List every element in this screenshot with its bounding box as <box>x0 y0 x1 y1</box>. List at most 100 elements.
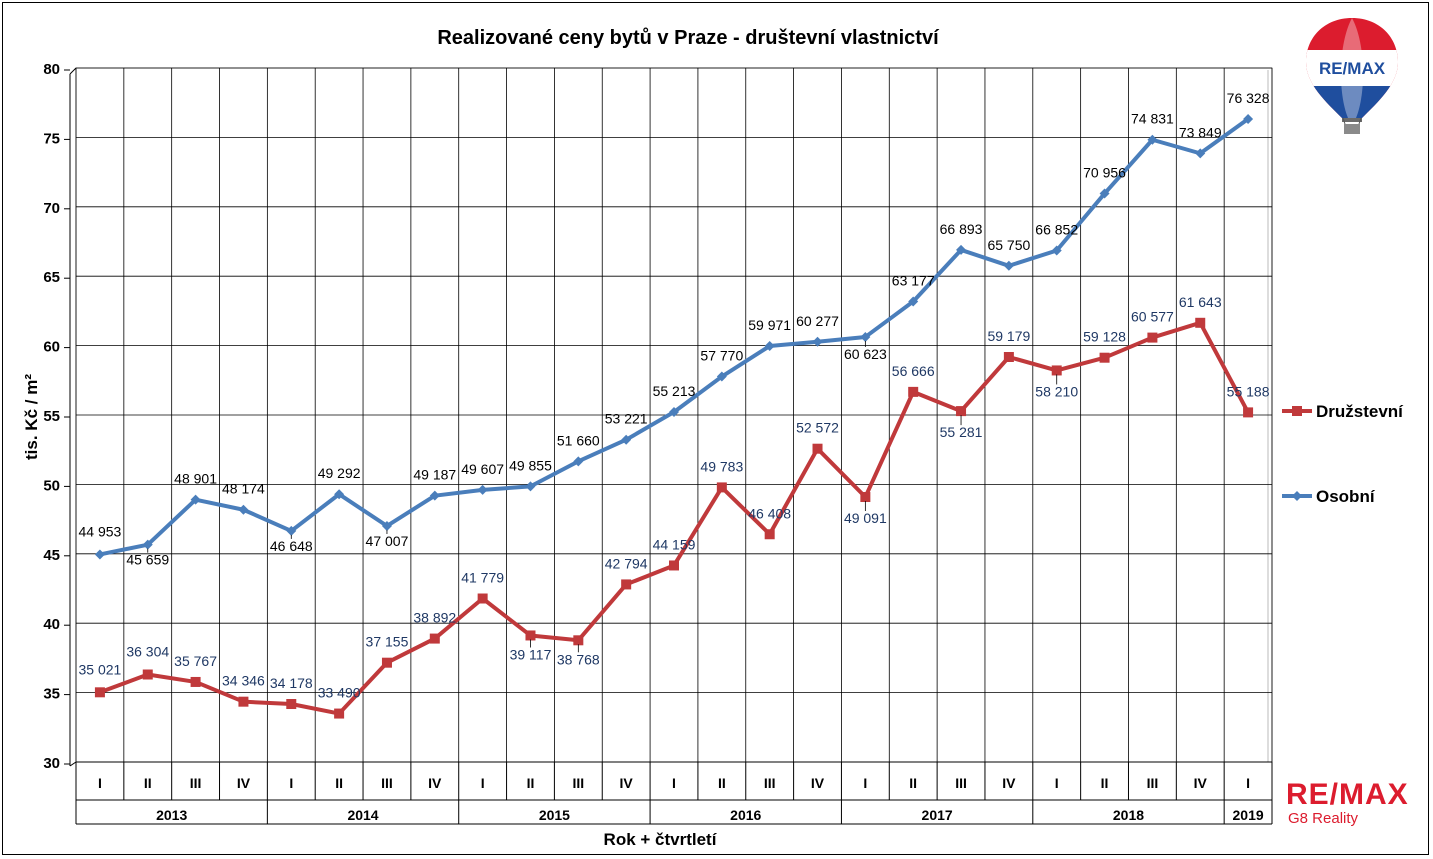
year-label: 2018 <box>1113 807 1144 823</box>
data-point <box>429 490 440 501</box>
y-tick-label: 40 <box>43 616 60 633</box>
data-point <box>477 593 488 604</box>
x-tick-label: I <box>98 775 102 791</box>
data-label: 59 971 <box>748 317 791 333</box>
x-tick-label: IV <box>428 775 442 791</box>
data-label: 51 660 <box>557 432 600 448</box>
data-label: 49 292 <box>318 465 361 481</box>
data-label: 36 304 <box>126 644 169 660</box>
data-point <box>525 630 536 641</box>
x-tick-label: IV <box>620 775 634 791</box>
y-tick-label: 65 <box>43 269 60 286</box>
legend-label: Družstevní <box>1316 402 1404 421</box>
y-tick-label: 45 <box>43 547 60 564</box>
data-point <box>764 341 775 352</box>
data-point <box>956 406 967 417</box>
legend: Družstevní Osobní <box>1282 402 1404 506</box>
x-tick-label: II <box>335 775 343 791</box>
year-label: 2016 <box>730 807 761 823</box>
data-label: 45 659 <box>126 552 169 568</box>
year-label: 2014 <box>347 807 378 823</box>
y-tick-label: 35 <box>43 686 60 703</box>
data-point <box>669 407 679 418</box>
data-label: 60 277 <box>796 313 839 329</box>
x-tick-label: IV <box>1002 775 1016 791</box>
x-tick-label: I <box>863 775 867 791</box>
data-point <box>334 489 345 500</box>
y-tick-label: 55 <box>43 408 60 425</box>
data-label: 33 490 <box>318 685 361 701</box>
data-point <box>1243 113 1254 124</box>
y-axis-ticks: 30 35 40 45 50 55 60 65 70 75 80 <box>43 61 70 772</box>
data-label: 55 188 <box>1227 383 1270 399</box>
data-label: 35 767 <box>174 653 217 669</box>
data-point <box>381 520 392 531</box>
data-point <box>238 696 249 707</box>
data-label: 47 007 <box>366 533 409 549</box>
data-point <box>1195 148 1206 159</box>
legend-item: Osobní <box>1282 487 1376 506</box>
data-point <box>190 494 201 505</box>
data-label: 74 831 <box>1131 111 1174 127</box>
x-tick-label: III <box>1147 775 1159 791</box>
data-point <box>860 492 871 503</box>
data-point <box>621 579 632 590</box>
x-tick-label: I <box>289 775 293 791</box>
data-point <box>1051 245 1062 256</box>
data-label: 60 577 <box>1131 309 1174 325</box>
data-point <box>286 699 297 710</box>
data-label: 73 849 <box>1179 124 1222 140</box>
y-tick-label: 50 <box>43 477 60 494</box>
data-point <box>812 336 823 347</box>
data-label: 59 179 <box>987 328 1030 344</box>
x-axis-title: Rok + čtvrtletí <box>604 830 718 849</box>
data-point <box>621 434 632 445</box>
data-point <box>1243 407 1254 418</box>
data-point <box>1147 332 1158 343</box>
data-label: 44 953 <box>79 523 122 539</box>
x-tick-label: I <box>1246 775 1250 791</box>
brand-subtitle: G8 Reality <box>1288 810 1359 827</box>
data-point <box>94 687 105 698</box>
x-tick-label: IV <box>811 775 825 791</box>
x-tick-label: II <box>527 775 535 791</box>
series-osobni <box>94 113 1254 560</box>
data-point <box>860 331 871 342</box>
x-tick-label: III <box>572 775 584 791</box>
data-label: 49 187 <box>413 467 456 483</box>
year-label: 2017 <box>922 807 953 823</box>
data-point <box>142 669 153 680</box>
data-label: 76 328 <box>1227 90 1270 106</box>
data-point <box>908 386 919 397</box>
data-point <box>429 633 440 644</box>
data-point <box>573 635 584 646</box>
data-point <box>94 549 105 560</box>
x-tick-label: I <box>672 775 676 791</box>
data-point <box>716 482 727 493</box>
series-druzstevni <box>94 317 1254 719</box>
data-label: 49 607 <box>461 461 504 477</box>
year-label: 2015 <box>539 807 570 823</box>
data-label: 60 623 <box>844 346 887 362</box>
y-tick-label: 60 <box>43 339 60 356</box>
data-label: 59 128 <box>1083 329 1126 345</box>
data-point <box>956 244 967 255</box>
data-point <box>1003 260 1014 271</box>
data-point <box>764 529 775 540</box>
data-point <box>812 443 823 454</box>
x-tick-label: II <box>909 775 917 791</box>
data-point <box>190 676 201 687</box>
data-point <box>908 296 919 307</box>
x-tick-label: IV <box>237 775 251 791</box>
data-label: 55 213 <box>653 383 696 399</box>
x-tick-label: III <box>764 775 776 791</box>
data-label: 44 159 <box>653 536 696 552</box>
data-label: 56 666 <box>892 363 935 379</box>
data-point <box>238 504 249 515</box>
data-point <box>477 484 488 495</box>
data-point <box>1099 188 1110 199</box>
x-tick-label: III <box>190 775 202 791</box>
data-point <box>381 657 392 668</box>
data-label: 46 648 <box>270 538 313 554</box>
